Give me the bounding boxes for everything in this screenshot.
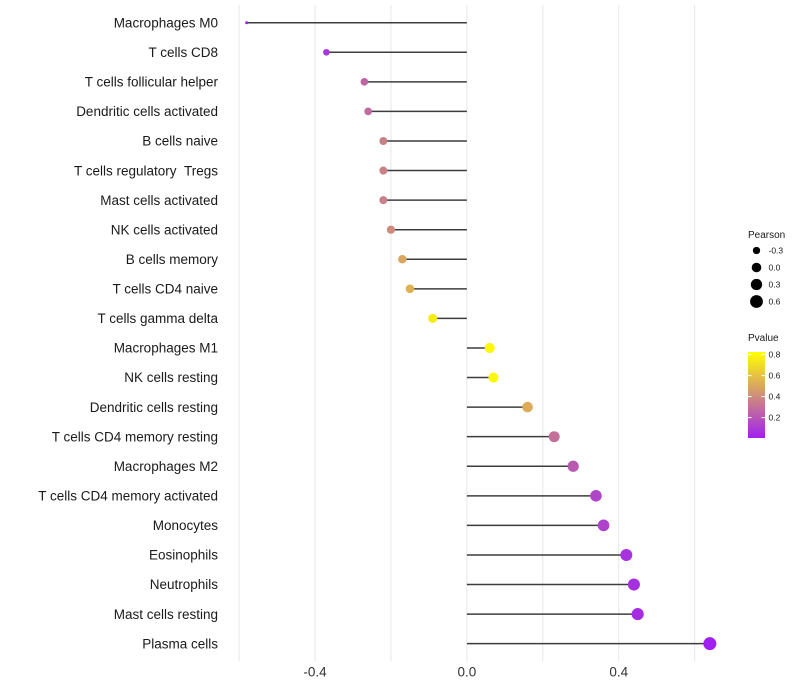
colorbar-ticks: 0.8 0.6 0.4 0.2 — [748, 350, 781, 423]
lollipop-dot — [360, 78, 369, 86]
y-axis-label: B cells memory — [126, 252, 219, 267]
lollipop-dot — [627, 578, 640, 591]
y-axis-label: Macrophages M1 — [114, 341, 218, 356]
size-legend-label: 0.0 — [769, 263, 781, 273]
lollipop-dot — [386, 225, 396, 234]
colorbar-tick-label: 0.8 — [769, 350, 781, 360]
size-legend: Pearson -0.3 0.0 0.3 0.6 — [748, 230, 785, 308]
x-axis-tick-label: 0.4 — [609, 665, 628, 680]
lollipop-dot — [379, 136, 388, 145]
y-axis-label: T cells regulatory Tregs — [74, 163, 218, 178]
x-axis-tick-label: 0.0 — [457, 665, 476, 680]
size-legend-label: 0.6 — [769, 297, 781, 307]
y-axis-label: Mast cells resting — [114, 607, 218, 622]
gridlines-group — [238, 5, 696, 661]
y-axis-label: NK cells resting — [124, 370, 218, 385]
y-axis-label: B cells naive — [142, 134, 218, 149]
colorbar-gradient — [748, 352, 765, 438]
lollipop-dot — [567, 460, 579, 472]
lollipop-dot — [379, 196, 388, 205]
lollipop-dot — [323, 48, 330, 56]
colorbar-tick-label: 0.2 — [769, 413, 781, 423]
size-legend-label: -0.3 — [769, 246, 784, 256]
y-axis-label: T cells CD4 memory resting — [52, 429, 218, 444]
y-axis-label: Neutrophils — [150, 577, 219, 592]
lollipop-dot — [631, 608, 644, 621]
lollipop-dot — [522, 401, 533, 413]
size-legend-entries: -0.3 0.0 0.3 0.6 — [750, 246, 783, 308]
lollipop-dot — [364, 107, 373, 116]
lollipop-dot — [379, 166, 388, 175]
size-legend-dot — [751, 262, 762, 273]
lollipop-dot — [620, 548, 633, 561]
lollipop-dot — [488, 372, 499, 383]
lollipop-dot — [548, 431, 560, 443]
lollipop-dot — [590, 490, 602, 502]
y-axis-label: T cells CD8 — [148, 45, 218, 60]
lollipop-dot — [428, 313, 438, 323]
y-axis-label: T cells gamma delta — [97, 311, 218, 326]
lollipop-dot — [597, 519, 610, 532]
y-axis-label: NK cells activated — [111, 222, 218, 237]
size-legend-dot — [750, 278, 763, 291]
x-axis-group: -0.4 0.0 0.4 — [303, 665, 628, 680]
y-axis-label: Mast cells activated — [100, 193, 218, 208]
size-legend-title: Pearson — [748, 230, 785, 241]
size-legend-dot — [752, 246, 761, 255]
y-axis-label: Plasma cells — [142, 636, 218, 651]
y-axis-label: Macrophages M2 — [114, 459, 218, 474]
lollipop-dot — [245, 21, 249, 25]
lollipop-dot — [398, 255, 407, 264]
y-axis-label: Monocytes — [153, 518, 219, 533]
y-axis-label: T cells follicular helper — [85, 75, 219, 90]
size-legend-dot — [750, 295, 763, 308]
y-axis-label: Eosinophils — [149, 548, 218, 563]
size-legend-label: 0.3 — [769, 280, 781, 290]
lollipops-group — [245, 21, 717, 651]
colorbar-title: Pvalue — [748, 333, 779, 344]
y-axis-labels-group: Macrophages M0 T cells CD8 T cells follicu… — [38, 15, 218, 651]
colorbar-tick-label: 0.6 — [769, 371, 781, 381]
colorbar-tick-label: 0.4 — [769, 392, 781, 402]
y-axis-label: T cells CD4 naive — [112, 282, 218, 297]
x-axis-tick-label: -0.4 — [303, 665, 327, 680]
y-axis-label: Macrophages M0 — [114, 15, 218, 30]
lollipop-dot — [703, 637, 717, 651]
y-axis-label: Dendritic cells resting — [90, 400, 218, 415]
y-axis-label: Dendritic cells activated — [76, 104, 218, 119]
lollipop-dot — [405, 284, 415, 294]
pvalue-colorbar-legend: Pvalue 0.8 0.6 0.4 0.2 — [748, 333, 781, 438]
lollipop-dot — [484, 342, 495, 353]
y-axis-label: T cells CD4 memory activated — [38, 489, 218, 504]
